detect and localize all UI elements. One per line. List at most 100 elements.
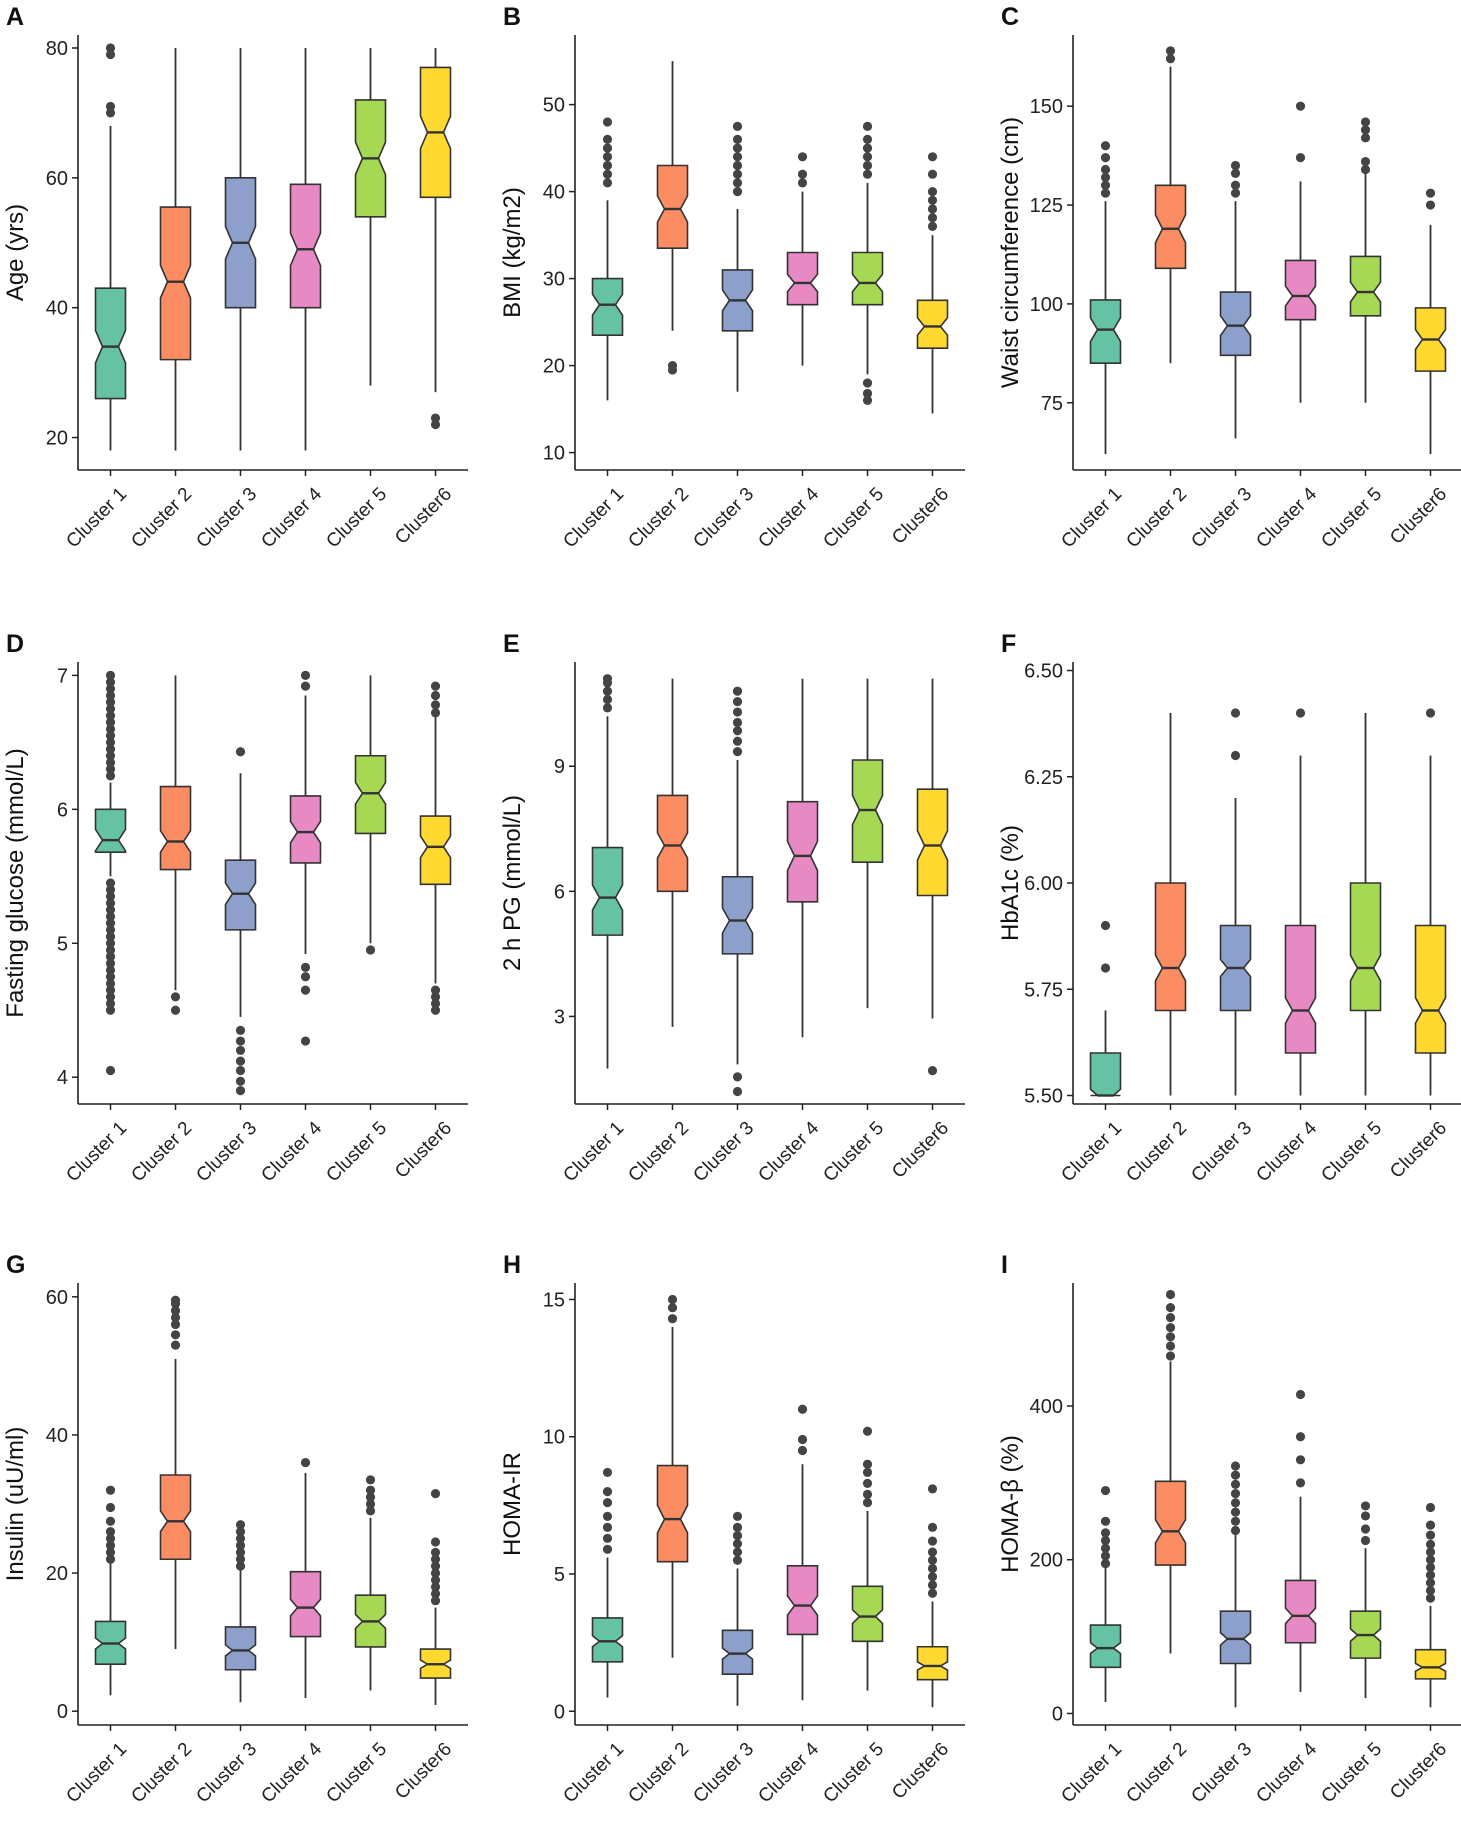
y-tick-label: 75 [1041,393,1063,415]
box-1: Cluster 1 [559,1467,628,1807]
outlier-point [732,1086,743,1097]
box-2: Cluster 2 [127,47,196,552]
outlier-point [862,152,873,162]
outlier-point [105,1527,116,1537]
outlier-point [1100,164,1111,175]
outlier-point [1100,1551,1111,1561]
box-3: Cluster 3 [1187,708,1256,1186]
panel-letter: C [1001,3,1019,31]
x-category-label: Cluster 2 [1122,1739,1191,1808]
outlier-point [1295,152,1306,163]
box-body [916,788,949,897]
outlier-point [105,751,116,761]
box-body [94,808,127,853]
x-category-label: Cluster 1 [62,484,131,553]
outlier-point [927,1572,938,1582]
outlier-point [105,958,116,968]
panel-letter: I [1001,1251,1008,1279]
outlier-point [602,1498,613,1508]
outlier-point [667,1294,678,1305]
box-body [656,1464,689,1563]
outlier-point [105,771,116,781]
box-body [1089,299,1122,365]
outlier-point [235,1554,246,1564]
y-tick-label: 10 [543,443,565,465]
box-6: Cluster6 [391,1489,456,1804]
y-tick-label: 20 [46,428,68,450]
box-5: Cluster 5 [819,1426,888,1808]
outlier-point [732,160,743,171]
outlier-point [430,413,441,423]
box-3: Cluster 3 [689,121,758,552]
outlier-point [430,690,441,701]
outlier-point [430,1547,441,1557]
outlier-point [1165,54,1176,64]
outlier-point [105,878,116,888]
outlier-point [862,395,873,405]
outlier-point [667,1314,678,1324]
box-3: Cluster 3 [192,47,261,553]
outlier-point [927,204,938,214]
outlier-point [105,945,116,955]
outlier-point [602,1467,613,1478]
outlier-point [105,670,116,680]
outlier-point [732,697,743,707]
outlier-point [430,1554,441,1564]
y-axis-label: Age (yrs) [2,204,29,301]
box-body [1089,1624,1122,1669]
outlier-point [797,152,808,162]
box-5: Cluster 5 [819,121,888,552]
outlier-point [602,178,613,188]
outlier-point [602,1522,613,1532]
outlier-point [1360,133,1371,143]
y-axis-label: Waist circumference (cm) [997,117,1024,388]
outlier-point [235,1547,246,1557]
y-tick-label: 30 [543,269,565,291]
outlier-point [430,1489,441,1499]
x-category-label: Cluster 5 [819,1739,888,1808]
x-category-label: Cluster 3 [192,484,261,553]
outlier-point [602,160,613,171]
x-category-label: Cluster 2 [624,1739,693,1808]
box-body [1154,184,1187,270]
y-tick-label: 80 [46,38,68,60]
outlier-point [732,169,743,179]
panel-letter: F [1001,630,1016,658]
outlier-point [1100,141,1111,151]
box-body [1414,924,1447,1054]
outlier-point [170,1330,181,1340]
outlier-point [105,1005,116,1015]
outlier-point [105,724,116,734]
outlier-point [1165,1289,1176,1300]
outlier-point [732,1072,743,1082]
x-category-label: Cluster 1 [559,1118,628,1187]
outlier-point [732,1511,743,1521]
box-3: Cluster 3 [1187,160,1256,552]
box-6: Cluster6 [391,681,456,1183]
outlier-point [1100,188,1111,198]
x-category-label: Cluster 2 [1122,484,1191,553]
box-4: Cluster 4 [754,678,823,1186]
outlier-point [1100,1558,1111,1569]
outlier-point [430,1537,441,1547]
y-axis-label: HbA1c (%) [997,825,1024,941]
outlier-point [1360,1535,1371,1546]
box-body [1219,291,1252,357]
outlier-point [105,1540,116,1551]
outlier-point [732,736,743,746]
outlier-point [1165,46,1176,56]
box-body [786,251,819,306]
outlier-point [1425,1570,1436,1580]
outlier-point [732,726,743,736]
outlier-point [235,1527,246,1537]
box-2: Cluster 2 [1122,1289,1191,1808]
outlier-point [105,1533,116,1544]
outlier-point [667,361,678,371]
outlier-point [105,757,116,768]
y-tick-label: 20 [543,356,565,378]
box-body [1284,1579,1317,1644]
outlier-point [1425,200,1436,210]
outlier-point [1360,1524,1371,1534]
x-category-label: Cluster 4 [754,483,823,552]
